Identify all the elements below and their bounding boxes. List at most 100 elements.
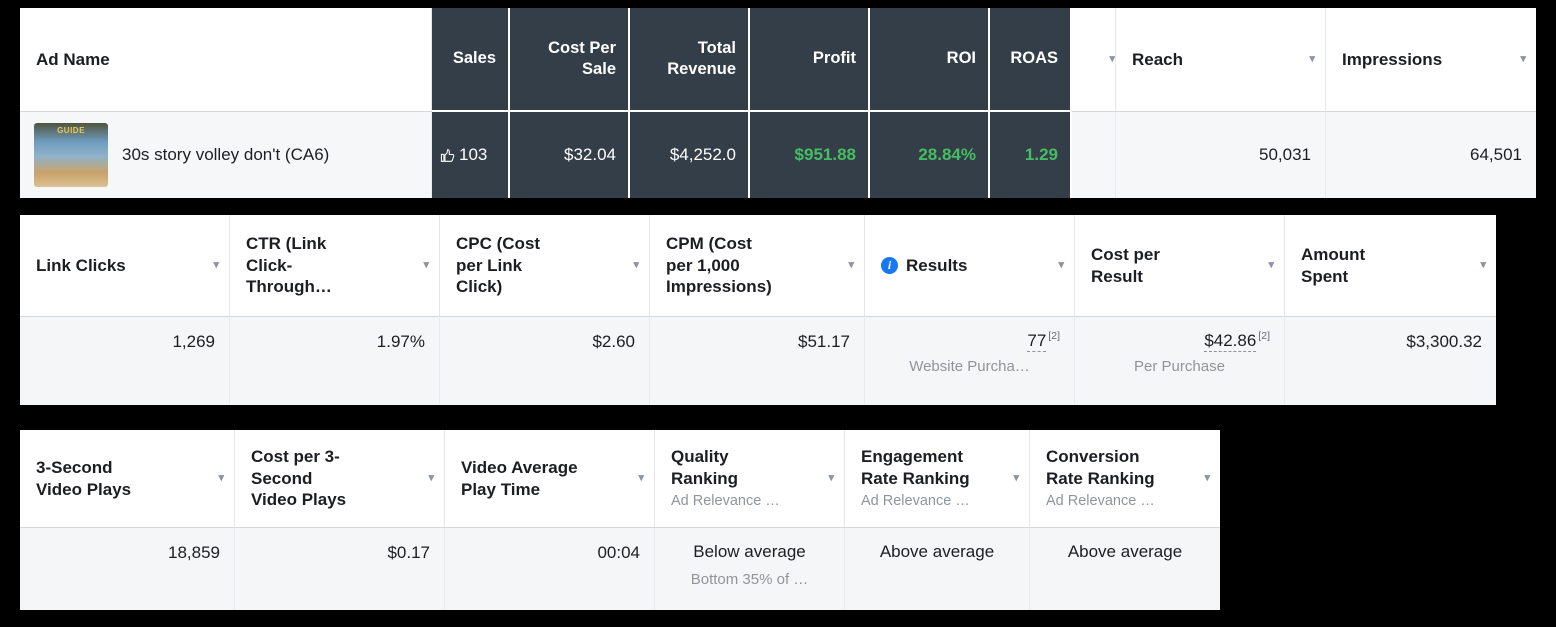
results-value-line: 77 [2] bbox=[879, 330, 1060, 352]
column-header-3s-video-plays[interactable]: 3-Second Video Plays ▾ bbox=[20, 430, 235, 528]
chevron-down-icon[interactable]: ▾ bbox=[1520, 53, 1526, 66]
impressions-value-cell: 64,501 bbox=[1326, 112, 1536, 198]
amount-spent-header-label: Amount Spent bbox=[1301, 244, 1366, 286]
results-value-cell: 77 [2] Website Purcha… bbox=[865, 317, 1075, 405]
amount-spent-value: $3,300.32 bbox=[1406, 332, 1482, 351]
quality-ranking-subtext: Bottom 35% of … bbox=[690, 571, 809, 588]
chevron-down-icon[interactable]: ▾ bbox=[1268, 259, 1274, 272]
cost-per-result-value[interactable]: $42.86 bbox=[1204, 330, 1257, 352]
impressions-header-label: Impressions bbox=[1342, 49, 1443, 69]
total-revenue-header-label: Total Revenue bbox=[667, 38, 736, 78]
chevron-down-icon[interactable]: ▾ bbox=[638, 472, 644, 485]
column-header-cost-per-sale[interactable]: Cost Per Sale bbox=[510, 8, 630, 112]
info-icon[interactable]: i bbox=[881, 257, 898, 274]
chevron-down-icon[interactable]: ▾ bbox=[423, 259, 429, 272]
roas-header-label: ROAS bbox=[1010, 49, 1058, 68]
cost-per-play-header-label: Cost per 3-Second Video Plays bbox=[251, 446, 347, 510]
results-subtext: Website Purcha… bbox=[909, 357, 1030, 375]
cost-per-result-footnote: [2] bbox=[1258, 330, 1270, 342]
chevron-down-icon[interactable]: ▾ bbox=[218, 472, 224, 485]
chevron-down-icon[interactable]: ▾ bbox=[1204, 472, 1210, 485]
chevron-down-icon[interactable]: ▾ bbox=[1013, 472, 1019, 485]
roi-value-cell: 28.84% bbox=[870, 112, 990, 198]
quality-ranking-header-text: Quality Ranking bbox=[671, 446, 739, 488]
cost-per-sale-header-label: Cost Per Sale bbox=[548, 38, 616, 78]
ad-name-link[interactable]: 30s story volley don't (CA6) bbox=[122, 145, 330, 164]
cpc-value-cell: $2.60 bbox=[440, 317, 650, 405]
engagement-ranking-value: Above average bbox=[879, 542, 995, 561]
roi-header-label: ROI bbox=[946, 49, 976, 68]
column-header-sort-spacer[interactable]: ▾ bbox=[1072, 8, 1116, 112]
ads-table-header-row: Ad Name Sales Cost Per Sale Total Revenu… bbox=[20, 8, 1536, 112]
ad-thumbnail[interactable]: GUIDE bbox=[34, 123, 108, 187]
column-header-quality-ranking[interactable]: Quality Ranking Ad Relevance … ▾ bbox=[655, 430, 845, 528]
ctr-header-label: CTR (Link Click-Through… bbox=[246, 233, 332, 297]
profit-value: $951.88 bbox=[794, 145, 856, 164]
column-header-roi[interactable]: ROI bbox=[870, 8, 990, 112]
cost-per-result-value-cell: $42.86 [2] Per Purchase bbox=[1075, 317, 1285, 405]
column-header-conversion-ranking[interactable]: Conversion Rate Ranking Ad Relevance … ▾ bbox=[1030, 430, 1220, 528]
engagement-ranking-header-label: Engagement Rate Ranking Ad Relevance … bbox=[861, 446, 981, 511]
column-header-avg-play-time[interactable]: Video Average Play Time ▾ bbox=[445, 430, 655, 528]
results-footnote: [2] bbox=[1048, 330, 1060, 342]
sales-value-cell: 103 bbox=[432, 112, 510, 198]
chevron-down-icon[interactable]: ▾ bbox=[213, 259, 219, 272]
column-header-sales[interactable]: Sales bbox=[432, 8, 510, 112]
column-header-cpc[interactable]: CPC (Cost per Link Click) ▾ bbox=[440, 215, 650, 317]
column-header-reach[interactable]: Reach ▾ bbox=[1116, 8, 1326, 112]
avg-play-time-header-label: Video Average Play Time bbox=[461, 457, 578, 499]
video-metrics-row: 18,859 $0.17 00:04 Below average Bottom … bbox=[20, 528, 1220, 610]
chevron-down-icon[interactable]: ▾ bbox=[1309, 53, 1315, 66]
conversion-ranking-header-sublabel: Ad Relevance … bbox=[1046, 493, 1155, 510]
cpm-header-label: CPM (Cost per 1,000 Impressions) bbox=[666, 233, 772, 297]
cost-per-play-value-cell: $0.17 bbox=[235, 528, 445, 610]
total-revenue-value: $4,252.0 bbox=[669, 145, 736, 164]
chevron-down-icon[interactable]: ▾ bbox=[848, 259, 854, 272]
link-clicks-value-cell: 1,269 bbox=[20, 317, 230, 405]
column-header-roas[interactable]: ROAS bbox=[990, 8, 1072, 112]
results-value[interactable]: 77 bbox=[1027, 330, 1047, 352]
conversion-ranking-header-text: Conversion Rate Ranking bbox=[1046, 446, 1155, 488]
column-header-engagement-ranking[interactable]: Engagement Rate Ranking Ad Relevance … ▾ bbox=[845, 430, 1030, 528]
engagement-ranking-header-sublabel: Ad Relevance … bbox=[861, 493, 970, 510]
column-header-profit[interactable]: Profit bbox=[750, 8, 870, 112]
chevron-down-icon[interactable]: ▾ bbox=[1480, 259, 1486, 272]
link-clicks-value: 1,269 bbox=[172, 332, 215, 351]
engagement-ranking-value-cell: Above average bbox=[845, 528, 1030, 610]
column-header-ctr[interactable]: CTR (Link Click-Through… ▾ bbox=[230, 215, 440, 317]
cpm-value: $51.17 bbox=[798, 332, 850, 351]
column-header-cost-per-result[interactable]: Cost per Result ▾ bbox=[1075, 215, 1285, 317]
chevron-down-icon[interactable]: ▾ bbox=[428, 472, 434, 485]
video-table-panel: 3-Second Video Plays ▾ Cost per 3-Second… bbox=[20, 430, 1220, 610]
column-header-total-revenue[interactable]: Total Revenue bbox=[630, 8, 750, 112]
cost-per-result-subtext: Per Purchase bbox=[1134, 357, 1225, 375]
cpc-header-label: CPC (Cost per Link Click) bbox=[456, 233, 541, 297]
column-header-results[interactable]: i Results ▾ bbox=[865, 215, 1075, 317]
column-header-cpm[interactable]: CPM (Cost per 1,000 Impressions) ▾ bbox=[650, 215, 865, 317]
metrics-table-panel: Link Clicks ▾ CTR (Link Click-Through… ▾… bbox=[20, 215, 1496, 405]
conversion-ranking-value: Above average bbox=[1067, 542, 1183, 561]
reach-value: 50,031 bbox=[1259, 145, 1311, 164]
cpc-value: $2.60 bbox=[592, 332, 635, 351]
quality-ranking-value-cell: Below average Bottom 35% of … bbox=[655, 528, 845, 610]
column-header-impressions[interactable]: Impressions ▾ bbox=[1326, 8, 1536, 112]
ctr-value: 1.97% bbox=[376, 332, 425, 351]
column-header-ad-name[interactable]: Ad Name bbox=[20, 8, 432, 112]
roi-value: 28.84% bbox=[918, 145, 976, 164]
column-header-cost-per-3s-play[interactable]: Cost per 3-Second Video Plays ▾ bbox=[235, 430, 445, 528]
sort-spacer-cell bbox=[1072, 112, 1116, 198]
column-header-amount-spent[interactable]: Amount Spent ▾ bbox=[1285, 215, 1496, 317]
chevron-down-icon[interactable]: ▾ bbox=[1109, 53, 1115, 66]
conversion-ranking-header-label: Conversion Rate Ranking Ad Relevance … bbox=[1046, 446, 1166, 511]
ad-row: GUIDE 30s story volley don't (CA6) 103 $… bbox=[20, 112, 1536, 198]
ads-table-panel: Ad Name Sales Cost Per Sale Total Revenu… bbox=[20, 8, 1536, 198]
video-plays-value-cell: 18,859 bbox=[20, 528, 235, 610]
thumbs-up-icon bbox=[440, 148, 455, 162]
ad-name-header-label: Ad Name bbox=[36, 49, 110, 69]
column-header-link-clicks[interactable]: Link Clicks ▾ bbox=[20, 215, 230, 317]
chevron-down-icon[interactable]: ▾ bbox=[1058, 259, 1064, 272]
chevron-down-icon[interactable]: ▾ bbox=[828, 472, 834, 485]
chevron-down-icon[interactable]: ▾ bbox=[633, 259, 639, 272]
reach-header-label: Reach bbox=[1132, 49, 1184, 69]
ad-name-cell: GUIDE 30s story volley don't (CA6) bbox=[20, 112, 432, 198]
